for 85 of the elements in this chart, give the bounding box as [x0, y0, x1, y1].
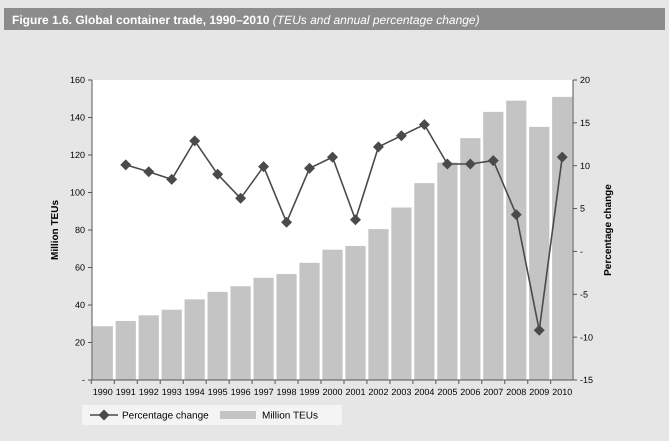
- x-tick-label: 2010: [552, 387, 572, 397]
- x-tick-label: 2004: [414, 387, 434, 397]
- point: [120, 159, 132, 170]
- y2-tick-label: -10: [580, 332, 594, 342]
- x-tick-label: 1999: [300, 387, 320, 397]
- x-tick-label: 1996: [230, 387, 251, 397]
- chart-subtitle: (TEUs and annual percentage change): [269, 13, 480, 27]
- x-tick-label: 2003: [391, 387, 412, 397]
- x-tick-label: 2007: [483, 387, 504, 397]
- x-tick-label: 2002: [368, 387, 388, 397]
- point: [327, 152, 338, 163]
- bar: [299, 262, 320, 380]
- x-tick-label: 2009: [529, 387, 550, 397]
- point: [166, 174, 178, 185]
- bar: [345, 246, 366, 380]
- bar: [552, 96, 572, 380]
- x-tick-label: 2000: [322, 387, 343, 397]
- y2-tick-label: 10: [580, 160, 590, 171]
- point: [281, 216, 292, 228]
- bar: [184, 299, 205, 380]
- bar: [483, 112, 504, 380]
- point: [488, 155, 499, 166]
- bar: [162, 310, 182, 380]
- point: [442, 158, 453, 170]
- bar: [460, 138, 480, 380]
- point: [418, 119, 430, 130]
- legend-label: Million TEUs: [262, 410, 318, 422]
- bar: [276, 274, 297, 380]
- bar: [92, 326, 113, 380]
- y-tick-label: 40: [74, 300, 85, 310]
- y2-tick-label: 15: [580, 118, 590, 128]
- x-tick-label: 1992: [138, 387, 159, 397]
- x-tick-label: 1995: [208, 387, 228, 397]
- y2-tick-label: -15: [580, 375, 594, 386]
- y2-axis-title: Percentage change: [603, 184, 614, 276]
- bar: [368, 229, 389, 380]
- bar: [230, 286, 251, 380]
- x-tick-label: 1993: [162, 387, 182, 397]
- y2-tick-label: -5: [580, 289, 588, 300]
- point: [258, 161, 270, 172]
- bar: [506, 100, 526, 380]
- y-tick-label: -: [82, 375, 85, 386]
- legend-label: Percentage change: [122, 410, 210, 422]
- y-tick-label: 100: [70, 188, 85, 198]
- y2-tick-label: -: [580, 246, 583, 257]
- x-tick-label: 1998: [276, 387, 297, 397]
- point: [189, 135, 200, 146]
- bar: [116, 320, 136, 380]
- bar: [414, 183, 434, 380]
- point: [350, 214, 361, 226]
- y-axis-title: Million TEUs: [50, 200, 61, 260]
- bar: [208, 292, 228, 380]
- y-tick-label: 140: [70, 112, 85, 123]
- point: [464, 158, 476, 170]
- bar: [437, 162, 458, 380]
- point: [534, 324, 545, 336]
- x-tick-label: 1994: [184, 387, 205, 397]
- point: [212, 168, 224, 180]
- x-tick-label: 1990: [92, 387, 113, 397]
- y2-tick-label: 5: [580, 204, 586, 214]
- point: [556, 152, 568, 163]
- x-tick-label: 2006: [460, 387, 480, 397]
- y-tick-label: 80: [74, 225, 85, 236]
- point: [372, 141, 384, 152]
- bar: [322, 250, 343, 380]
- y-tick-label: 120: [70, 150, 85, 160]
- point: [304, 162, 316, 174]
- x-tick-label: 1991: [116, 387, 136, 397]
- chart-title: Figure 1.6. Global container trade, 1990–2010: [12, 13, 270, 27]
- bar: [529, 126, 550, 380]
- x-tick-label: 2008: [506, 387, 526, 397]
- point: [143, 166, 154, 178]
- bar: [138, 315, 159, 380]
- y-tick-label: 160: [70, 75, 85, 86]
- bar: [253, 278, 274, 380]
- bar: [391, 208, 412, 380]
- point: [510, 209, 522, 220]
- x-tick-label: 2005: [437, 387, 458, 397]
- y-tick-label: 60: [74, 262, 85, 273]
- point: [396, 130, 407, 142]
- point: [235, 192, 246, 204]
- y2-tick-label: 20: [580, 75, 590, 86]
- x-tick-label: 2001: [345, 387, 366, 397]
- y-tick-label: 20: [74, 338, 85, 348]
- x-tick-label: 1997: [254, 387, 274, 397]
